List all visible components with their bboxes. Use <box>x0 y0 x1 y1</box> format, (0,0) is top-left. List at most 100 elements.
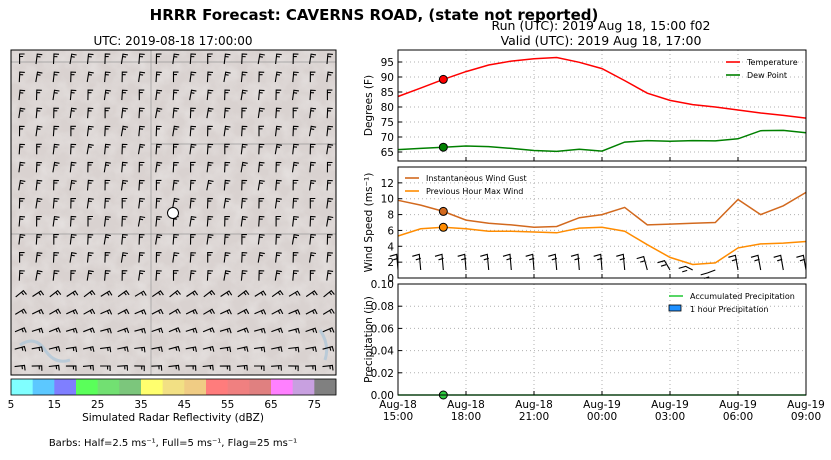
wind-barb <box>202 346 215 352</box>
x-tick-label-time: 15:00 <box>383 411 413 423</box>
wind-barb <box>48 364 60 371</box>
wind-barb <box>36 215 42 227</box>
wind-barb <box>52 161 60 173</box>
wind-barb <box>172 53 180 65</box>
wind-barb <box>86 143 94 155</box>
wind-barb <box>326 71 334 83</box>
wind-barb <box>240 215 248 227</box>
wind-barb <box>292 197 299 209</box>
wind-barb <box>258 270 265 281</box>
wind-barb <box>18 161 26 173</box>
wind-barb <box>104 125 111 137</box>
colorbar-swatch <box>97 379 120 395</box>
wind-barb <box>103 215 111 227</box>
wind-barb <box>49 289 62 298</box>
wind-barb <box>207 125 213 137</box>
wind-barb <box>53 179 59 191</box>
valid-title: Valid (UTC): 2019 Aug 18, 17:00 <box>501 33 702 48</box>
wind-barb <box>220 290 233 297</box>
wind-barb <box>117 327 130 334</box>
wind-barb <box>155 71 162 83</box>
y-tick-label: 0.08 <box>371 301 394 313</box>
map-title: UTC: 2019-08-18 17:00:00 <box>93 34 252 48</box>
wind-barb <box>48 346 61 352</box>
wind-barb <box>100 346 112 353</box>
wind-barb <box>155 197 162 209</box>
wind-barb <box>137 143 146 155</box>
wind-barb <box>117 308 130 315</box>
wind-barb <box>206 197 213 209</box>
wind-barb <box>155 125 162 137</box>
wind-barb <box>18 143 25 155</box>
legend-label: Previous Hour Max Wind <box>426 187 523 196</box>
wind-barb <box>241 234 247 245</box>
wind-barb <box>257 107 265 119</box>
wind-barb <box>309 197 316 209</box>
wind-barb <box>271 346 283 352</box>
wind-barb <box>223 252 231 263</box>
wind-barb <box>83 327 95 333</box>
wind-barb <box>773 254 784 271</box>
wind-barb <box>271 308 284 315</box>
wind-barb <box>35 107 43 119</box>
wind-barb <box>104 143 111 155</box>
wind-barb <box>87 234 94 245</box>
wind-barb <box>172 270 179 281</box>
wind-barb <box>69 161 77 173</box>
wind-panel: 0 2 4 6 8 10 12 Wind Speed (ms⁻¹) Instantaneous … <box>363 166 807 285</box>
y-axis-label: Precipitation (in) <box>363 296 375 383</box>
wind-barb <box>288 290 301 297</box>
wind-barb <box>151 327 164 334</box>
wind-barb <box>237 327 249 333</box>
wind-barb <box>19 252 25 263</box>
y-tick-label: 0.00 <box>371 390 394 402</box>
colorbar-tick-label: 5 <box>8 399 15 411</box>
wind-barb <box>240 161 248 173</box>
wind-barb <box>121 215 128 227</box>
wind-barb <box>120 125 129 137</box>
x-tick-label-date: Aug-18 <box>379 399 417 411</box>
wind-barb <box>120 252 128 263</box>
wind-barb <box>202 327 215 333</box>
wind-barb <box>52 89 60 101</box>
wind-barb <box>292 71 299 83</box>
wind-barb <box>241 107 248 119</box>
y-axis-label: Degrees (F) <box>363 75 375 136</box>
wind-barb <box>309 252 317 263</box>
wind-barb <box>35 71 43 83</box>
wind-barb <box>292 143 299 155</box>
wind-barb <box>223 125 231 137</box>
wind-barb <box>258 89 265 101</box>
wind-barb <box>190 161 196 173</box>
wind-barb <box>35 161 42 173</box>
wind-barb <box>18 179 26 191</box>
wind-barb <box>288 327 300 334</box>
wind-barb <box>292 125 299 137</box>
wind-barb <box>19 53 25 64</box>
wind-barb <box>326 179 333 191</box>
y-tick-label: 75 <box>381 117 394 129</box>
wind-barb <box>291 89 299 101</box>
wind-barb <box>172 89 179 101</box>
wind-barb <box>275 89 282 101</box>
wind-barb <box>570 253 580 271</box>
temperature-panel: 65 70 75 80 85 90 95 Degrees (F) Temperature Dew … <box>363 49 807 162</box>
wind-barb <box>207 252 213 263</box>
wind-barb <box>275 234 282 245</box>
wind-barb <box>86 179 94 191</box>
map-frame <box>10 49 337 376</box>
wind-barb <box>86 197 94 209</box>
legend-label: Accumulated Precipitation <box>690 292 795 301</box>
wind-barb <box>322 308 335 315</box>
wind-barb <box>155 215 162 227</box>
wind-barb <box>103 161 111 173</box>
wind-barb <box>100 365 111 371</box>
x-tick-label-date: Aug-19 <box>719 399 757 411</box>
colorbar-swatch <box>206 379 228 395</box>
wind-barb <box>70 71 77 83</box>
wind-barb <box>185 308 198 315</box>
wind-barb <box>14 327 27 333</box>
wind-barb <box>309 270 316 281</box>
wind-barb <box>185 365 197 371</box>
wind-barb <box>616 253 626 271</box>
